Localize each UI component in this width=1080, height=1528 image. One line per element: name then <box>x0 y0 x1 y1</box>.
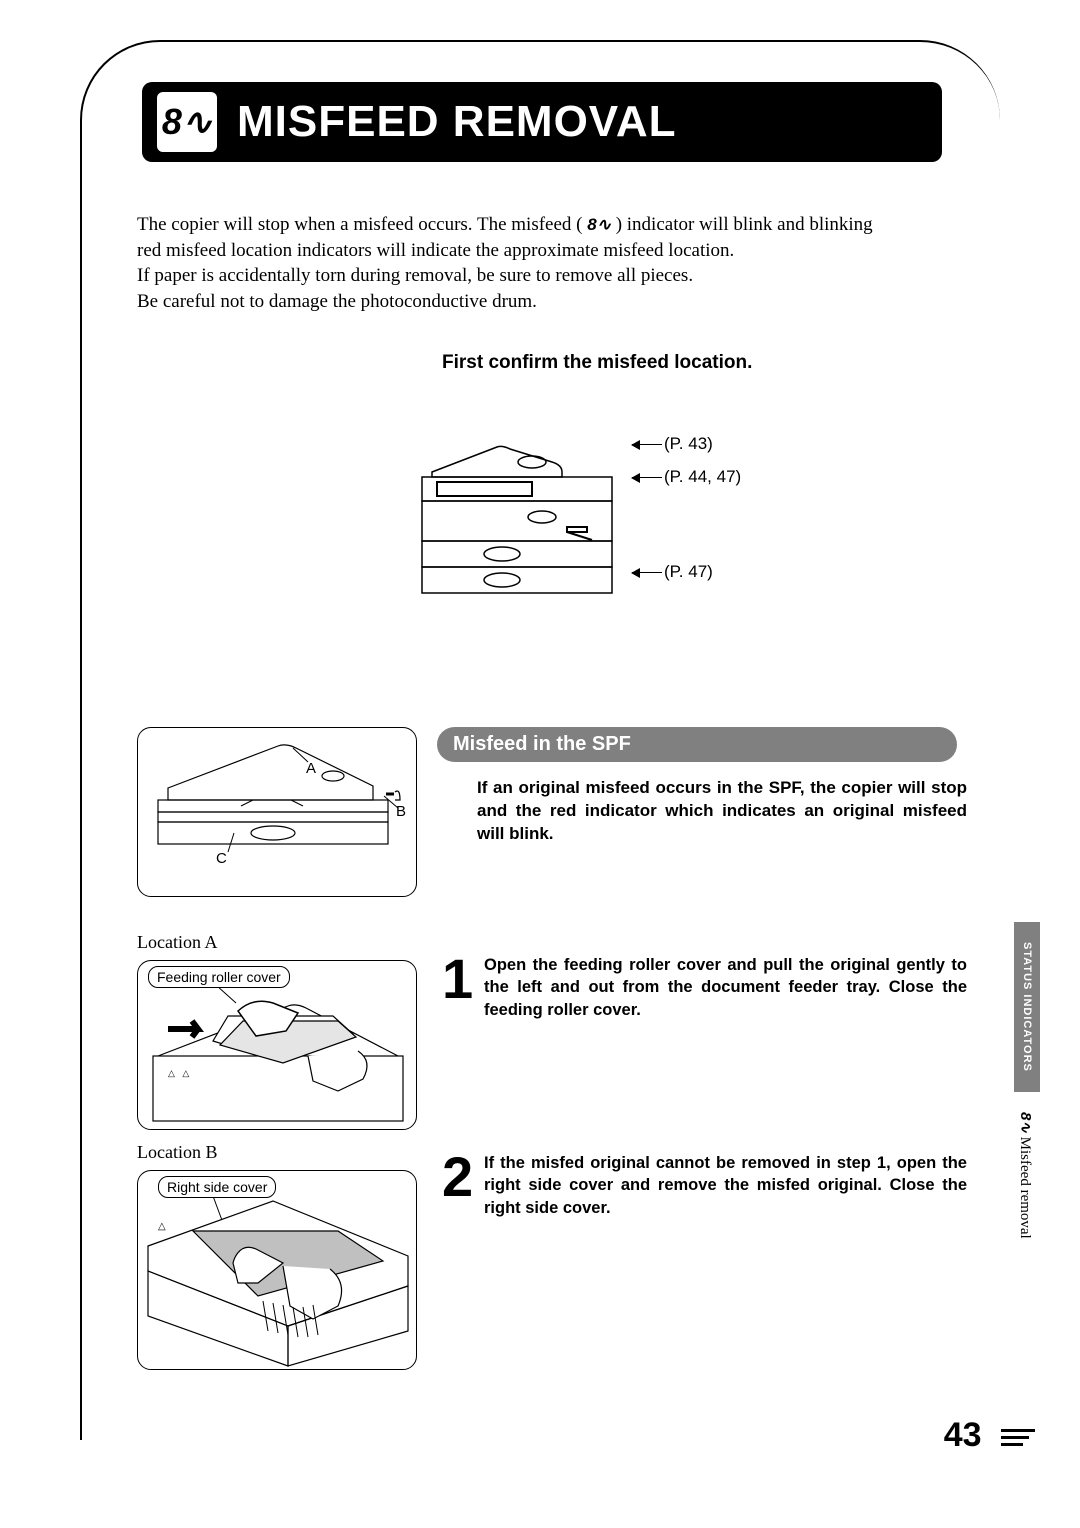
right-side-cover-callout: Right side cover <box>158 1176 276 1198</box>
side-tab: STATUS INDICATORS <box>1014 922 1040 1092</box>
page-ref-3: (P. 47) <box>632 562 713 582</box>
step-1-text: Open the feeding roller cover and pull t… <box>484 954 967 1021</box>
step-2-number: 2 <box>442 1152 474 1202</box>
label-c: C <box>216 850 227 867</box>
misfeed-inline-icon-side: 8∿ <box>1017 1112 1034 1133</box>
section-intro: If an original misfeed occurs in the SPF… <box>477 777 967 846</box>
intro-text: The copier will stop when a misfeed occu… <box>137 212 897 315</box>
page-number: 43 <box>944 1416 1035 1455</box>
confirm-heading: First confirm the misfeed location. <box>442 352 752 374</box>
step-2-text: If the misfed original cannot be removed… <box>484 1152 967 1219</box>
label-a: A <box>306 760 316 777</box>
svg-text:△: △ <box>158 1221 166 1232</box>
location-a-label: Location A <box>137 932 217 953</box>
svg-text:△ △: △ △ <box>168 1068 189 1078</box>
step2-diagram: Right side cover △ <box>137 1170 417 1370</box>
copier-top-diagram <box>412 432 632 597</box>
label-b: B <box>396 803 406 820</box>
step-1: 1 Open the feeding roller cover and pull… <box>442 954 967 1021</box>
misfeed-inline-icon: 8∿ <box>587 215 611 234</box>
page-decor-bars <box>1001 1425 1035 1450</box>
abc-diagram: A B C <box>137 727 417 897</box>
page-ref-2: (P. 44, 47) <box>632 467 741 487</box>
step-1-number: 1 <box>442 954 474 1004</box>
side-sub: 8∿ Misfeed removal <box>1016 1112 1034 1239</box>
page-ref-1: (P. 43) <box>632 434 713 454</box>
step1-diagram: Feeding roller cover △ △ <box>137 960 417 1130</box>
page-title: MISFEED REMOVAL <box>237 97 677 147</box>
misfeed-icon: 8∿ <box>157 92 217 152</box>
location-b-label: Location B <box>137 1142 217 1163</box>
step-2: 2 If the misfed original cannot be remov… <box>442 1152 967 1219</box>
section-heading: Misfeed in the SPF <box>437 727 957 762</box>
title-bar: 8∿ MISFEED REMOVAL <box>142 82 942 162</box>
feeding-roller-cover-callout: Feeding roller cover <box>148 966 290 988</box>
